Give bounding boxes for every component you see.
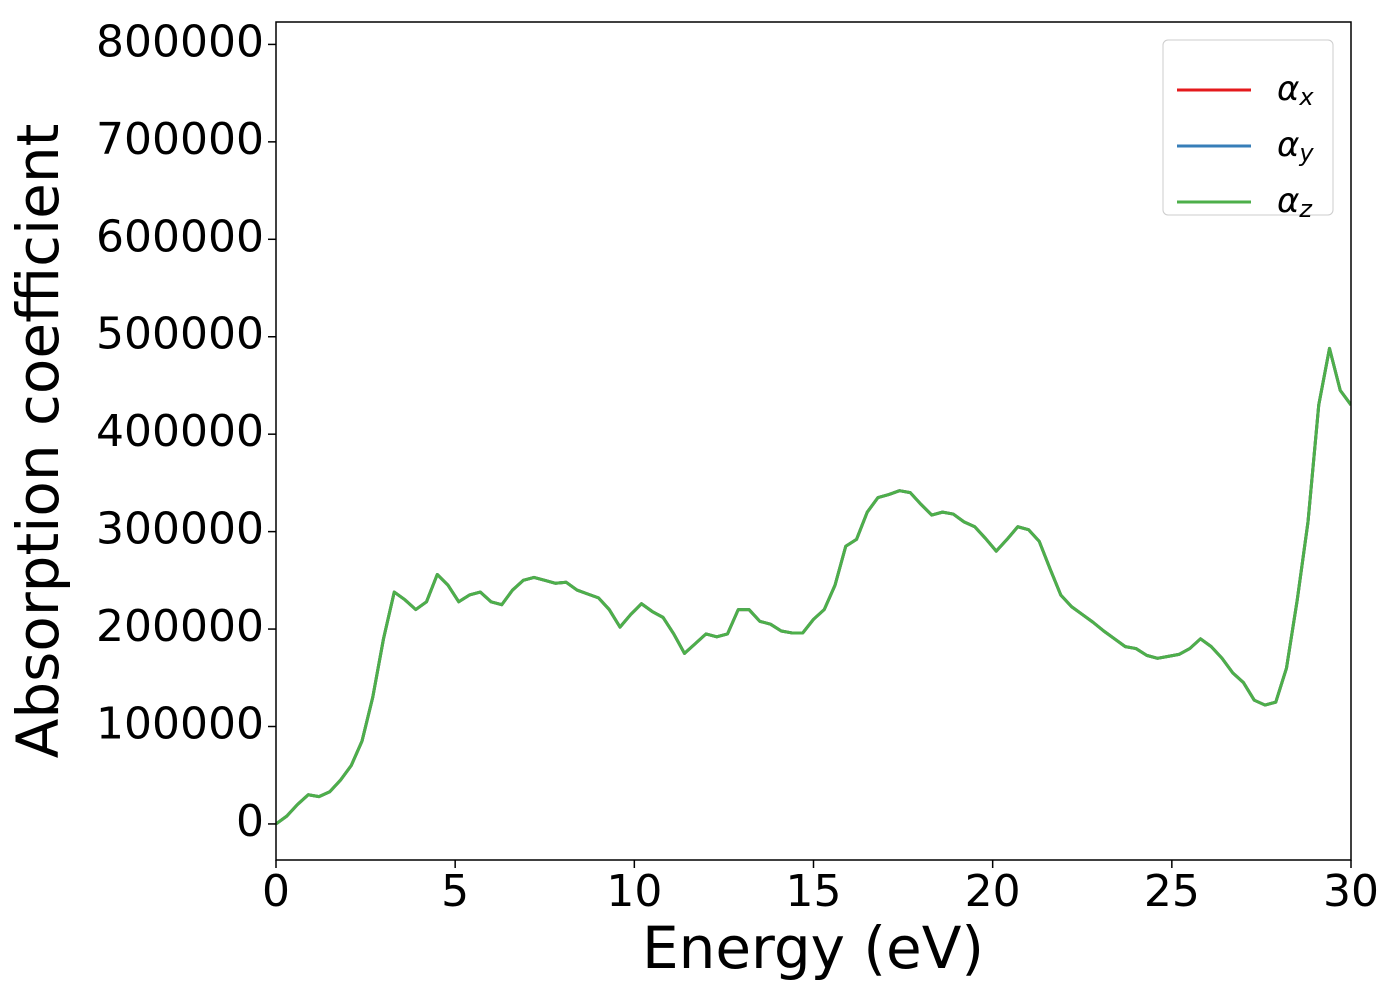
x-tick-label: 10 <box>606 866 662 917</box>
y-tick-label: 100000 <box>96 699 264 750</box>
y-tick-label: 700000 <box>96 114 264 165</box>
x-tick-label: 0 <box>262 866 290 917</box>
y-tick-label: 800000 <box>96 16 264 67</box>
y-tick-label: 200000 <box>96 601 264 652</box>
x-axis-label: Energy (eV) <box>642 914 984 982</box>
series-line <box>276 346 1351 826</box>
plot-frame <box>275 21 1352 861</box>
y-tick-label: 0 <box>236 796 264 847</box>
x-tick-label: 30 <box>1323 866 1379 917</box>
y-tick-label: 300000 <box>96 504 264 555</box>
legend-label: αz <box>1277 181 1313 224</box>
series-line <box>276 346 1351 826</box>
series-line <box>276 346 1351 826</box>
x-tick-label: 15 <box>786 866 842 917</box>
x-tick-label: 20 <box>965 866 1021 917</box>
legend-label: αx <box>1277 69 1314 112</box>
legend-label: αy <box>1277 125 1314 168</box>
y-axis-label: Absorption coefficient <box>4 124 72 759</box>
x-tick-label: 5 <box>441 866 469 917</box>
y-tick-label: 400000 <box>96 406 264 457</box>
y-tick-label: 500000 <box>96 309 264 360</box>
legend-box <box>1162 39 1334 216</box>
y-tick-label: 600000 <box>96 211 264 262</box>
x-tick-label: 25 <box>1144 866 1200 917</box>
